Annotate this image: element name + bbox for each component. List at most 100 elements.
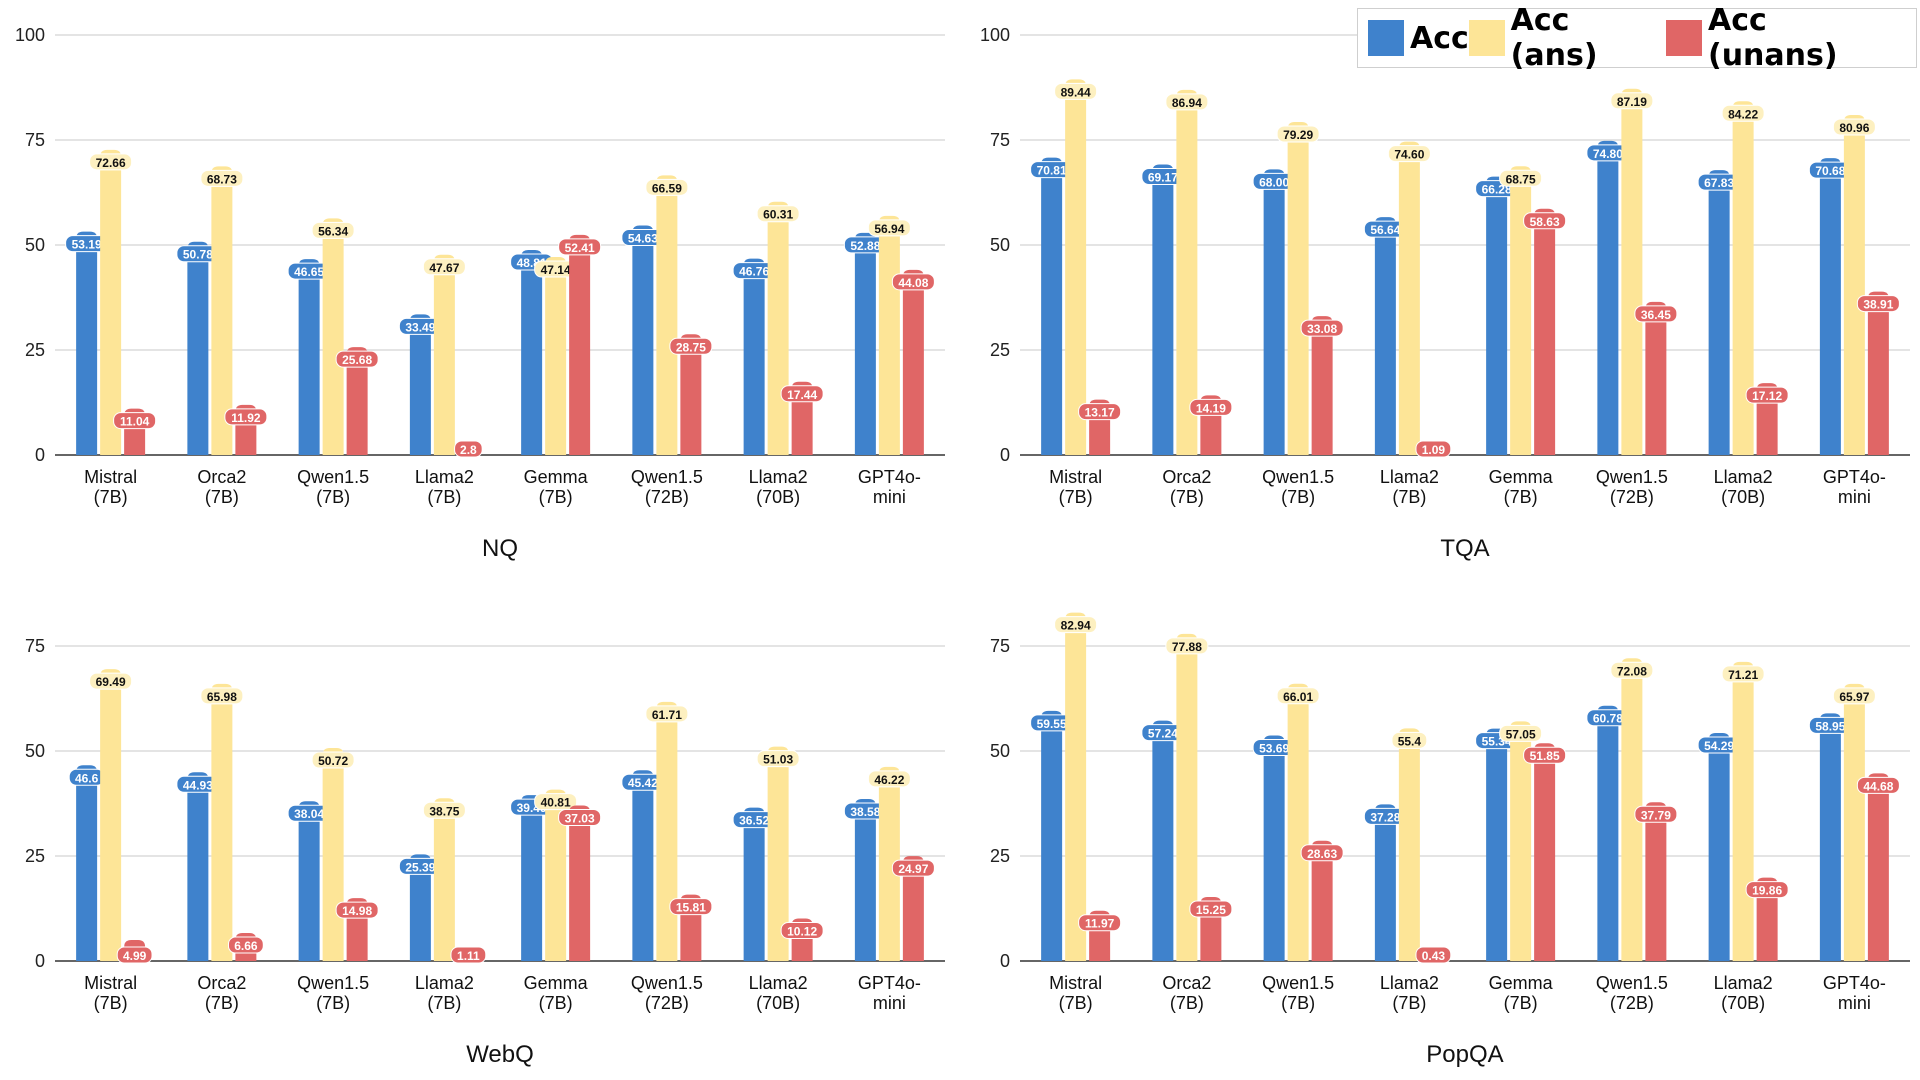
data-label: 58.63 [1530,215,1560,229]
legend-swatch-acc-ans [1468,20,1505,56]
x-tick-label: (7B) [539,993,573,1013]
data-label-bg [756,750,800,768]
bar-acc-3 [1374,804,1396,961]
data-label: 68.73 [207,172,237,186]
data-label-bg [116,946,153,964]
data-label-bg [89,672,133,690]
x-tick-label: (7B) [205,487,239,507]
x-tick-label: Qwen1.5 [631,467,703,487]
data-label-bg [891,273,935,291]
data-label: 24.97 [898,862,928,876]
bar-unans-4 [1534,743,1556,961]
data-label: 72.66 [96,156,126,170]
data-label-bg [558,808,602,826]
data-label: 77.88 [1172,640,1202,654]
x-tick-label: (7B) [427,487,461,507]
legend-swatch-acc-unans [1666,20,1702,56]
bar-ans-4 [545,257,567,455]
bar-acc-7 [854,798,876,961]
bar-ans-3 [1398,728,1420,961]
data-label: 33.49 [405,320,435,334]
x-tick-label: (7B) [1170,993,1204,1013]
y-tick-label: 50 [25,741,45,761]
data-label: 38.04 [294,807,324,821]
bar-ans-1 [211,683,233,961]
x-tick-label: Llama2 [1714,467,1773,487]
bar-ans-4 [1510,166,1532,455]
y-tick-label: 0 [1000,445,1010,465]
legend-item-acc-unans: Acc (unans) [1666,3,1906,73]
data-label: 36.45 [1641,308,1671,322]
data-label: 84.22 [1728,107,1758,121]
data-label-bg [311,751,355,769]
y-tick-label: 25 [25,846,45,866]
data-label: 44.08 [898,276,928,290]
bar-ans-5 [1621,658,1643,961]
data-label: 51.85 [1530,749,1560,763]
data-label: 45.42 [628,776,658,790]
legend-swatch-acc [1368,20,1404,56]
data-label-bg [422,258,466,276]
data-label-bg [1856,776,1900,794]
x-tick-label: Llama2 [749,973,808,993]
data-label: 57.24 [1148,727,1178,741]
data-label-bg [669,337,713,355]
bar-acc-4 [1486,728,1508,961]
data-label: 56.64 [1370,223,1400,237]
x-tick-label: Llama2 [1380,973,1439,993]
data-label: 11.97 [1085,917,1115,931]
chart-panel-tqa: 025507510070.8189.4413.17Mistral(7B)69.1… [980,25,1910,562]
data-label: 59.55 [1037,717,1067,731]
data-label: 36.52 [739,814,769,828]
y-tick-label: 0 [1000,951,1010,971]
x-tick-label: (7B) [1392,487,1426,507]
data-label: 69.17 [1148,170,1178,184]
x-tick-label: (7B) [1504,487,1538,507]
data-label: 37.79 [1641,808,1671,822]
bar-acc-4 [1486,176,1508,455]
data-label: 74.80 [1593,147,1623,161]
data-label: 46.76 [739,265,769,279]
x-tick-label: Llama2 [415,467,474,487]
data-label: 2.8 [460,443,477,457]
bar-unans-5 [1645,301,1667,455]
x-tick-label: Mistral [1049,973,1102,993]
bar-ans-1 [1176,89,1198,456]
x-tick-label: mini [873,993,906,1013]
data-label: 69.49 [96,675,126,689]
x-tick-label: Orca2 [197,467,246,487]
y-tick-label: 25 [990,846,1010,866]
bar-acc-6 [1708,170,1730,455]
x-tick-label: (7B) [1281,993,1315,1013]
data-label: 25.68 [342,353,372,367]
data-label-bg [1610,661,1654,679]
bar-acc-7 [854,232,876,455]
bar-ans-6 [767,746,789,961]
x-tick-label: Qwen1.5 [297,973,369,993]
x-tick-label: GPT4o- [858,973,921,993]
data-label: 38.58 [850,805,880,819]
legend-label-acc: Acc [1410,20,1469,56]
data-label-bg [1276,125,1320,143]
bar-ans-2 [1287,121,1309,456]
data-label-bg [867,219,911,237]
bar-ans-7 [1843,683,1865,961]
bar-ans-3 [433,254,455,455]
legend-label-acc-ans: Acc (ans) [1510,3,1598,73]
data-label-bg [1856,295,1900,313]
data-label-bg [454,440,483,458]
data-label: 72.08 [1617,664,1647,678]
bar-ans-4 [1510,721,1532,961]
x-tick-label: Llama2 [1380,467,1439,487]
x-tick-label: (7B) [1392,993,1426,1013]
data-label: 47.67 [429,261,459,275]
bar-ans-0 [100,149,122,455]
x-tick-label: (72B) [1610,993,1654,1013]
y-tick-label: 25 [25,340,45,360]
x-tick-label: (7B) [94,993,128,1013]
bar-acc-1 [1152,720,1174,961]
data-label-bg [1745,386,1789,404]
data-label: 70.68 [1815,164,1845,178]
data-label-bg [756,205,800,223]
